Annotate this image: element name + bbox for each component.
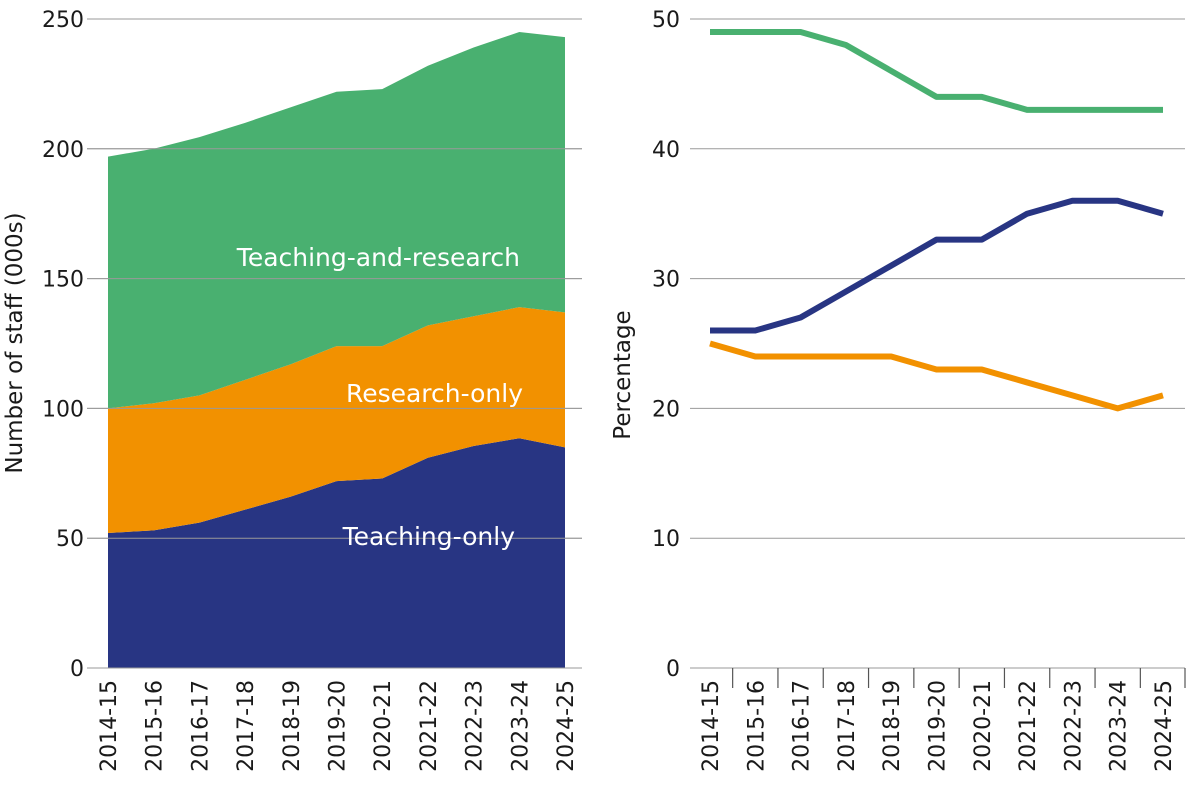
y-tick-label: 30: [652, 268, 680, 293]
left-y-axis-label: Number of staff (000s): [2, 212, 28, 473]
x-tick-label: 2014-15: [699, 680, 724, 772]
area-teaching-only: [108, 438, 565, 668]
x-tick-label: 2020-21: [371, 680, 396, 772]
x-tick-label: 2016-17: [188, 680, 213, 772]
x-tick-label: 2018-19: [880, 680, 905, 772]
x-tick-label: 2018-19: [280, 680, 305, 772]
y-tick-label: 0: [70, 657, 84, 682]
x-tick-label: 2019-20: [326, 680, 351, 772]
series-label: Teaching-and-research: [236, 243, 520, 272]
y-tick-label: 150: [42, 268, 84, 293]
y-tick-label: 250: [42, 8, 84, 33]
x-tick-label: 2015-16: [143, 680, 168, 772]
x-tick-label: 2017-18: [835, 680, 860, 772]
x-tick-label: 2021-22: [1016, 680, 1041, 772]
y-tick-label: 100: [42, 397, 84, 422]
x-tick-label: 2022-23: [463, 680, 488, 772]
y-tick-label: 20: [652, 397, 680, 422]
x-tick-label: 2016-17: [790, 680, 815, 772]
right-y-axis-label: Percentage: [610, 310, 636, 439]
x-tick-label: 2019-20: [926, 680, 951, 772]
series-line-0: [710, 28, 1163, 113]
area-teaching-and-research: [108, 31, 565, 409]
y-tick-label: 40: [652, 138, 680, 163]
y-tick-label: 50: [652, 8, 680, 33]
stacked-area-chart: 0 50 100 150 200 250 Teaching-only Research-onl…: [42, 8, 582, 772]
x-tick-label: 2021-22: [417, 680, 442, 772]
x-tick-label: 2017-18: [234, 680, 259, 772]
x-tick-label: 2014-15: [97, 680, 122, 772]
x-tick-label: 2022-23: [1061, 680, 1086, 772]
x-tick-label: 2024-25: [554, 680, 579, 772]
series-label: Teaching-only: [342, 522, 516, 551]
y-tick-label: 200: [42, 138, 84, 163]
y-tick-label: 10: [652, 527, 680, 552]
y-tick-label: 50: [56, 527, 84, 552]
x-tick-label: 2024-25: [1152, 680, 1177, 772]
series-label: Research-only: [346, 379, 523, 408]
y-tick-label: 0: [666, 657, 680, 682]
area-research-only: [108, 307, 565, 534]
x-tick-label: 2020-21: [971, 680, 996, 772]
percentage-line-chart: 0 10 20 30 40 50 2014-15 2015-16 2016-17 2017-18 2…: [652, 8, 1186, 772]
series-line-2: [709, 340, 1164, 412]
x-tick-label: 2015-16: [744, 680, 769, 772]
x-tick-label: 2023-24: [1107, 680, 1132, 772]
series-line-1: [710, 197, 1164, 334]
x-tick-label: 2023-24: [508, 680, 533, 772]
